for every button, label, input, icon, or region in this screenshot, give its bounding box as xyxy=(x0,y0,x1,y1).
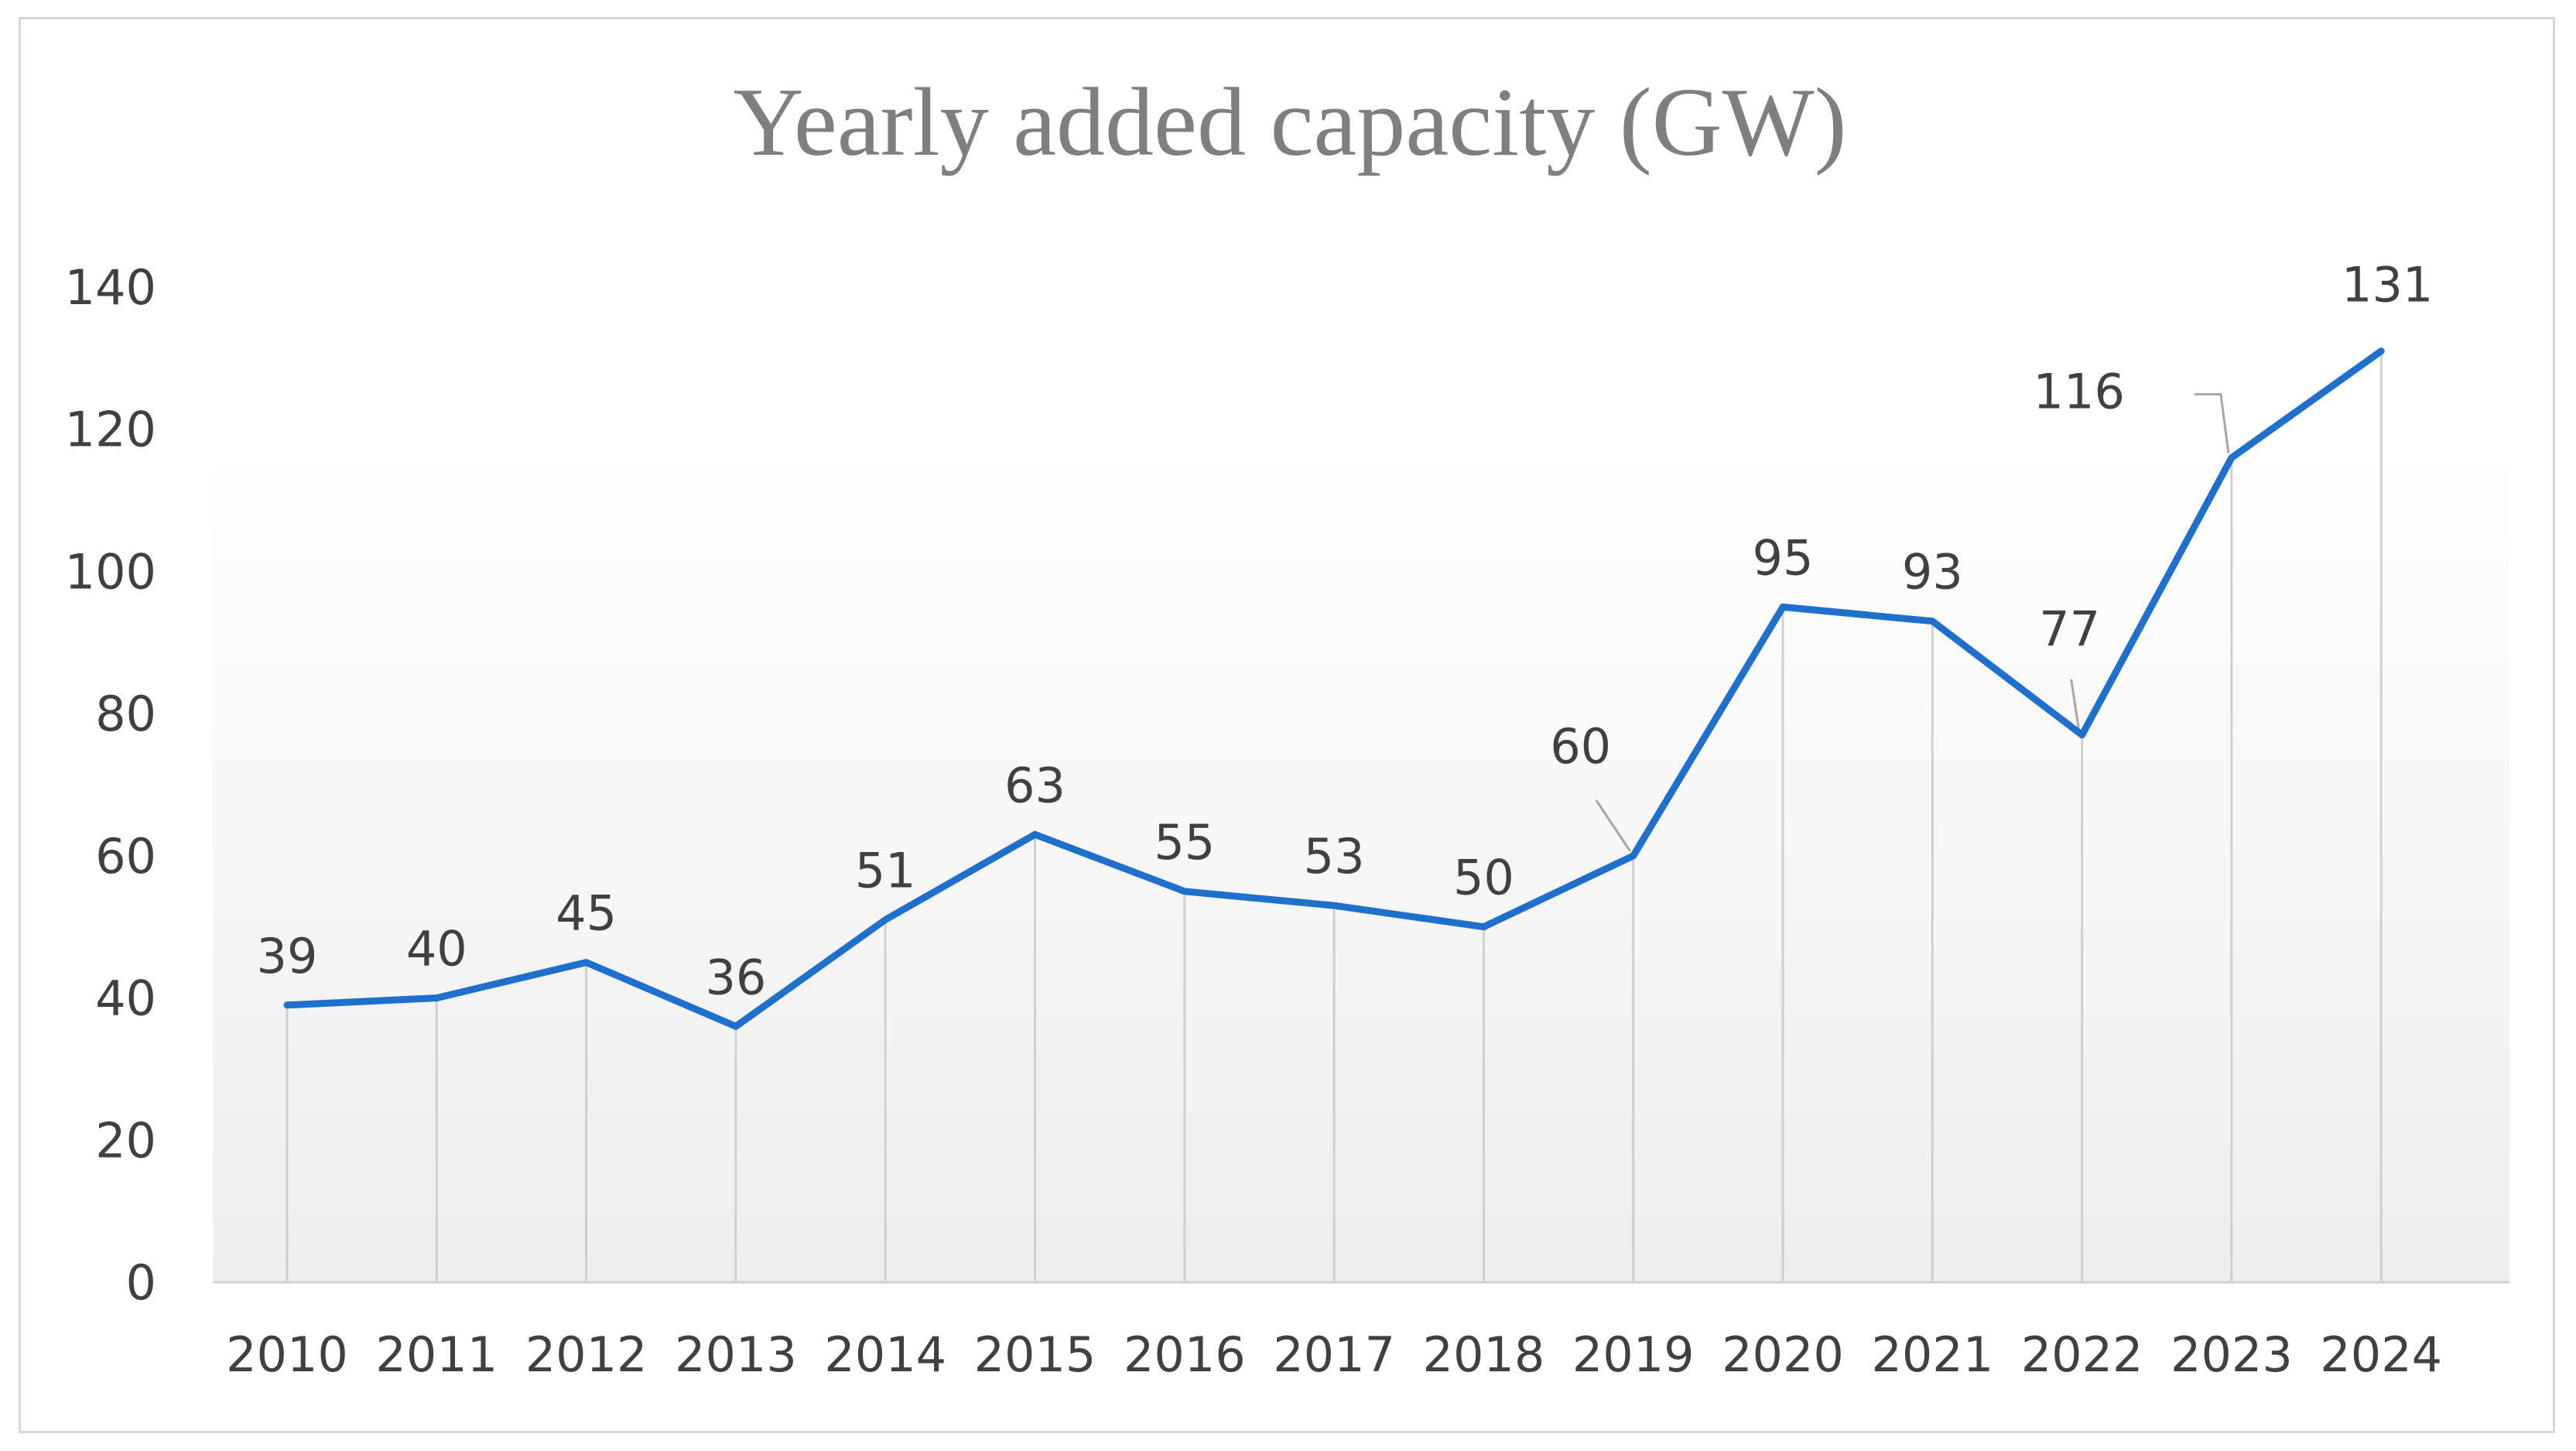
data-label-leader-lines xyxy=(1595,392,2230,852)
data-label: 116 xyxy=(2034,363,2125,419)
x-axis-tick-labels: 2010 2011 2012 2013 2014 2015 2016 2017 2018 2019… xyxy=(226,1326,2442,1383)
data-label: 50 xyxy=(1453,850,1514,906)
chart-title: Yearly added capacity (GW) xyxy=(733,69,1846,176)
y-axis-tick-labels: 0 20 40 60 80 100 120 140 xyxy=(65,259,156,1311)
data-label: 36 xyxy=(705,949,766,1005)
series-line xyxy=(283,347,2385,1030)
x-tick-label: 2013 xyxy=(675,1326,797,1383)
data-label: 53 xyxy=(1304,828,1365,885)
data-label: 39 xyxy=(257,928,318,984)
data-labels: 39 40 45 36 51 63 55 53 50 60 95 93 77 116 131 xyxy=(257,257,2434,1006)
y-tick-label: 60 xyxy=(95,828,156,885)
data-label: 45 xyxy=(556,885,617,942)
x-tick-label: 2022 xyxy=(2021,1326,2143,1383)
x-tick-label: 2024 xyxy=(2320,1326,2442,1383)
x-tick-label: 2017 xyxy=(1273,1326,1395,1383)
x-tick-label: 2019 xyxy=(1572,1326,1695,1383)
leader-line xyxy=(2194,392,2230,453)
y-tick-label: 20 xyxy=(95,1112,156,1169)
x-tick-label: 2016 xyxy=(1124,1326,1246,1383)
x-tick-label: 2015 xyxy=(974,1326,1096,1383)
y-tick-label: 80 xyxy=(95,686,156,742)
x-tick-label: 2021 xyxy=(1871,1326,1993,1383)
drop-lines xyxy=(286,351,2383,1282)
y-tick-label: 140 xyxy=(65,259,156,316)
x-tick-label: 2014 xyxy=(824,1326,946,1383)
data-label: 93 xyxy=(1902,544,1963,601)
x-tick-label: 2023 xyxy=(2171,1326,2293,1383)
plot-area-shading xyxy=(213,447,2509,1282)
data-label: 77 xyxy=(2039,601,2100,658)
data-label: 55 xyxy=(1154,814,1215,871)
y-tick-label: 120 xyxy=(65,402,156,458)
x-tick-label: 2018 xyxy=(1423,1326,1545,1383)
leader-line xyxy=(2070,679,2081,731)
y-tick-label: 100 xyxy=(65,543,156,600)
data-label: 63 xyxy=(1004,757,1066,813)
data-label: 51 xyxy=(855,843,916,899)
y-tick-label: 0 xyxy=(126,1254,156,1311)
data-label: 60 xyxy=(1550,718,1611,775)
line-chart: Yearly added capacity (GW) 0 20 40 60 80 100 1… xyxy=(65,69,2509,1383)
y-tick-label: 40 xyxy=(95,970,156,1027)
x-tick-label: 2020 xyxy=(1722,1326,1844,1383)
chart-frame: Yearly added capacity (GW) 0 20 40 60 80 100 1… xyxy=(19,17,2555,1433)
data-label: 131 xyxy=(2342,257,2433,313)
x-tick-label: 2011 xyxy=(375,1326,498,1383)
x-tick-label: 2012 xyxy=(525,1326,648,1383)
x-tick-label: 2010 xyxy=(226,1326,348,1383)
leader-line xyxy=(1595,799,1631,852)
data-label: 40 xyxy=(406,921,467,977)
data-label: 95 xyxy=(1753,529,1814,586)
